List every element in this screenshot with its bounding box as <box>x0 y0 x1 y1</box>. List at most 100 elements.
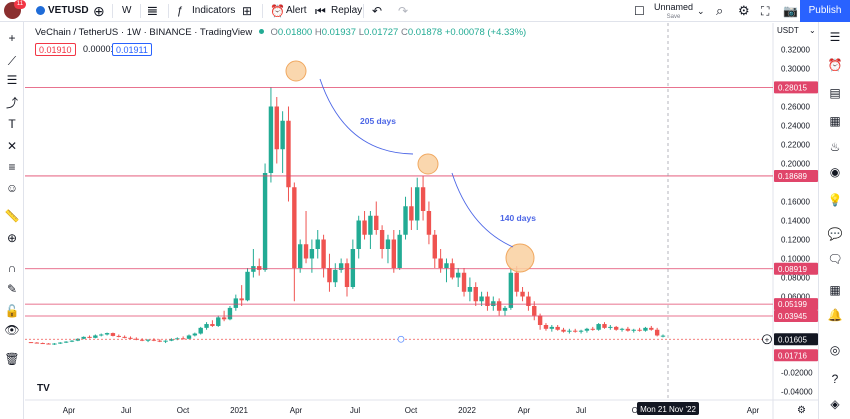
compare-add-icon[interactable]: ⊕ <box>93 3 105 19</box>
candle-body <box>643 327 648 331</box>
candle-body <box>631 329 636 331</box>
bell-icon[interactable]: ◎ <box>829 343 841 357</box>
candle-body <box>426 211 432 235</box>
alerts-clock-icon[interactable]: ⏰ <box>827 58 843 72</box>
candle-body <box>602 324 607 328</box>
market-status-dot <box>258 29 264 34</box>
redo-icon[interactable]: ↷ <box>398 4 409 18</box>
level-price-label: 0.18689 <box>778 172 807 181</box>
emoji-icon[interactable]: ☺ <box>5 181 19 195</box>
y-tick-label: 0.16000 <box>781 198 810 207</box>
settings-gear-icon[interactable]: ⚙ <box>738 3 750 18</box>
magnet-icon[interactable]: ∩ <box>7 261 17 275</box>
crosshair-time-label: Mon 21 Nov '22 <box>640 405 696 414</box>
buy-price-button[interactable]: 0.01911 <box>112 43 152 56</box>
candle-body <box>619 328 625 330</box>
calendar-grid-icon[interactable]: ▦ <box>829 283 841 297</box>
y-tick-label: 0.26000 <box>781 103 810 112</box>
candle-body <box>543 325 549 329</box>
candle-body <box>122 336 127 338</box>
candle-body <box>356 220 361 249</box>
replay-icon[interactable]: ⏮ <box>315 4 326 18</box>
notification-badge: 11 <box>14 0 26 9</box>
measure-icon[interactable]: ≡ <box>8 160 16 174</box>
sell-price-button[interactable]: 0.01910 <box>35 43 76 56</box>
lightbulb-icon[interactable]: 💡 <box>827 193 843 207</box>
candle-body <box>186 335 192 339</box>
trend-line-icon[interactable]: ⟋ <box>7 54 17 68</box>
candle-body <box>491 301 496 306</box>
candle-body <box>233 298 239 308</box>
chart-type-candles-icon[interactable]: 𝌆 <box>147 4 158 18</box>
chat-icon[interactable]: 💬 <box>827 227 843 241</box>
candle-body <box>637 329 642 331</box>
candle-body <box>391 239 397 268</box>
trash-icon[interactable]: 🗑 <box>4 352 20 366</box>
candle-body <box>403 206 408 235</box>
indicators-button[interactable]: Indicators <box>192 5 236 16</box>
help-icon[interactable]: ? <box>831 372 839 386</box>
candle-body <box>128 337 133 339</box>
crosshair-time-label-bg <box>637 402 699 415</box>
candle-body <box>69 340 75 342</box>
ideas-icon[interactable]: 🗨 <box>827 252 843 266</box>
layout-checkbox-icon[interactable]: ☐ <box>634 4 645 18</box>
candle-body <box>537 315 543 325</box>
publish-button[interactable]: Publish <box>800 0 850 22</box>
zoom-icon[interactable]: ⊕ <box>6 231 18 245</box>
ruler-icon[interactable]: 📏 <box>4 209 20 223</box>
indicators-icon[interactable]: ƒ <box>177 5 184 17</box>
data-window-icon[interactable]: ▤ <box>829 86 841 100</box>
candle-body <box>163 340 168 342</box>
layout-menu-chevron-icon[interactable]: ⌄ <box>697 6 705 16</box>
eye-icon[interactable]: 👁 <box>4 323 20 337</box>
snapshot-camera-icon[interactable]: 📷 <box>783 4 798 18</box>
candle-body <box>432 234 437 259</box>
candle-body <box>350 249 356 287</box>
y-tick-label: 0.22000 <box>781 141 810 150</box>
horizontal-line-icon[interactable]: ☰ <box>6 73 18 87</box>
layout-name[interactable]: Unnamed Save <box>654 2 693 22</box>
alert-clock-icon[interactable]: ⏰ <box>270 4 285 18</box>
level-price-label: 0.05199 <box>778 300 807 309</box>
alert-button[interactable]: Alert <box>286 5 307 16</box>
legend-low: 0.01727 <box>364 27 399 38</box>
crosshair-icon[interactable]: + <box>8 31 16 45</box>
search-icon[interactable]: ⌕ <box>716 3 724 18</box>
legend-high: 0.01937 <box>321 27 357 38</box>
candle-body <box>262 173 268 270</box>
candle-body <box>420 187 426 211</box>
candle-body <box>520 291 525 297</box>
layers-icon[interactable]: ◈ <box>830 397 840 411</box>
candle-body <box>625 328 631 331</box>
candle-body <box>660 335 666 337</box>
candle-body <box>46 343 51 345</box>
symbol-search-button[interactable]: VETUSD <box>48 5 89 16</box>
candle-body <box>438 258 443 268</box>
templates-grid-icon[interactable]: ⊞ <box>242 4 253 18</box>
pitchfork-icon[interactable]: ⤴ <box>5 96 18 110</box>
price-chart[interactable]: USDT ⌄ 0.32000 0.30000 0.26000 0.24000 0.22000… <box>25 23 818 419</box>
pattern-icon[interactable]: ✕ <box>6 139 18 153</box>
watchlist-icon[interactable]: ☰ <box>829 30 841 44</box>
interval-button[interactable]: W <box>122 5 132 16</box>
candle-body <box>99 334 104 336</box>
undo-icon[interactable]: ↶ <box>372 4 383 18</box>
replay-button[interactable]: Replay <box>331 5 363 16</box>
text-icon[interactable]: T <box>8 117 16 131</box>
lock-icon[interactable]: 🔓 <box>4 304 20 318</box>
candle-body <box>157 340 162 342</box>
calendar-icon[interactable]: ▦ <box>829 114 841 128</box>
candle-body <box>239 298 244 301</box>
brush-icon[interactable]: ✎ <box>6 282 18 296</box>
candle-body <box>221 317 227 320</box>
candle-body <box>139 339 145 341</box>
fullscreen-icon[interactable]: ⛶ <box>761 4 770 18</box>
candle-body <box>567 330 572 332</box>
notifications-icon[interactable]: 🔔 <box>827 308 843 322</box>
candle-body <box>198 327 203 334</box>
symbol-logo-icon <box>36 6 45 15</box>
hotlist-icon[interactable]: ♨ <box>829 140 841 154</box>
streams-icon[interactable]: ◉ <box>829 165 841 179</box>
x-tick-label: Jul <box>121 406 131 415</box>
